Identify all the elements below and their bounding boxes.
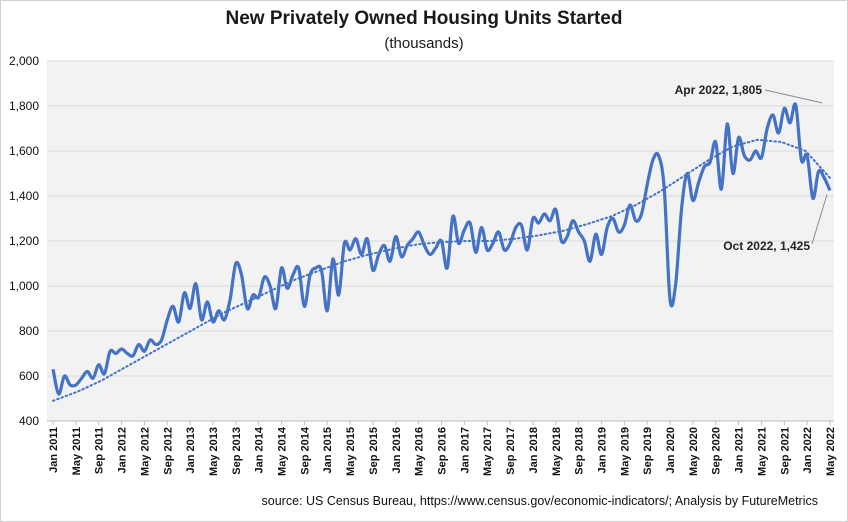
annotation-latest: Oct 2022, 1,425 (723, 239, 810, 253)
x-tick-label: May 2015 (345, 427, 357, 476)
x-tick-label: Sep 2015 (368, 427, 380, 475)
y-tick-label: 2,000 (9, 54, 39, 68)
annotation-peak: Apr 2022, 1,805 (675, 83, 763, 97)
x-tick-label: Jan 2015 (322, 427, 334, 473)
chart-subtitle: (thousands) (384, 35, 464, 52)
y-tick-label: 800 (19, 324, 39, 338)
source-note: source: US Census Bureau, https://www.ce… (261, 494, 818, 508)
x-tick-label: Jan 2022 (802, 427, 814, 473)
x-tick-label: Jan 2013 (185, 427, 197, 473)
annotation-peak-leader (764, 89, 823, 104)
x-tick-label: May 2018 (551, 427, 563, 476)
x-tick-label: May 2016 (414, 427, 426, 476)
x-tick-label: May 2011 (71, 427, 83, 475)
x-tick-label: Jan 2019 (596, 427, 608, 473)
x-tick-label: Sep 2018 (574, 427, 586, 475)
x-tick-label: May 2013 (208, 427, 220, 476)
x-tick-label: Jan 2016 (391, 427, 403, 473)
x-tick-label: May 2019 (619, 427, 631, 476)
annotation-latest-leader (811, 194, 828, 245)
x-tick-label: Sep 2011 (94, 427, 106, 474)
y-tick-label: 600 (19, 369, 39, 383)
x-tick-label: Sep 2017 (505, 427, 517, 475)
x-tick-label: Jan 2021 (734, 427, 746, 473)
x-tick-label: Sep 2014 (299, 426, 311, 475)
x-tick-label: May 2020 (688, 427, 700, 476)
x-tick-label: May 2014 (277, 426, 289, 476)
y-tick-label: 1,600 (9, 144, 39, 158)
x-tick-label: Jan 2020 (665, 427, 677, 473)
y-tick-label: 1,800 (9, 99, 39, 113)
x-tick-label: Sep 2012 (162, 427, 174, 475)
chart-title: New Privately Owned Housing Units Starte… (225, 8, 623, 29)
x-tick-label: Jan 2018 (528, 427, 540, 473)
y-tick-label: 400 (19, 414, 39, 428)
x-tick-label: May 2012 (139, 427, 151, 476)
x-tick-label: Sep 2013 (231, 427, 243, 475)
housing-starts-line (51, 102, 832, 396)
y-tick-label: 1,400 (9, 189, 39, 203)
x-tick-label: Jan 2017 (459, 427, 471, 473)
x-tick-label: Sep 2016 (437, 427, 449, 475)
x-tick-label: Sep 2020 (711, 427, 723, 475)
x-tick-label: May 2021 (756, 427, 768, 476)
x-tick-label: Jan 2011 (48, 427, 60, 473)
x-tick-label: Sep 2021 (779, 427, 791, 475)
y-tick-label: 1,000 (9, 279, 39, 293)
x-tick-label: Sep 2019 (642, 427, 654, 475)
x-tick-label: May 2022 (825, 427, 837, 476)
x-tick-label: Jan 2012 (117, 427, 129, 473)
x-tick-label: May 2017 (482, 427, 494, 476)
x-tick-label: Jan 2014 (254, 426, 266, 473)
y-tick-label: 1,200 (9, 234, 39, 248)
